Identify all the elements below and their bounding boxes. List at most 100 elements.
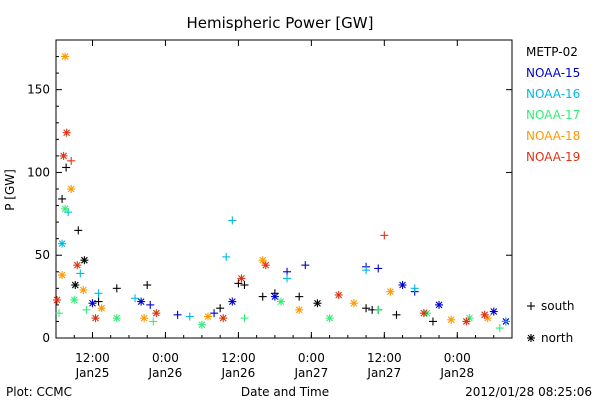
north-point <box>137 297 146 306</box>
south-point <box>362 304 371 313</box>
legend-entry: NOAA-19 <box>526 150 580 164</box>
north-point <box>71 281 80 290</box>
x-tick-date-label: Jan27 <box>293 366 328 380</box>
y-axis-ticks: 0 50 100 150 <box>27 39 512 345</box>
x-axis-ticks: 12:00Jan250:00Jan2612:00Jan260:00Jan2712… <box>55 40 513 380</box>
north-point <box>313 299 322 308</box>
north-point <box>386 287 395 296</box>
x-tick-time-label: 12:00 <box>75 351 110 365</box>
x-tick-date-label: Jan26 <box>221 366 256 380</box>
y-tick-label: 50 <box>35 248 50 262</box>
north-point <box>204 312 212 321</box>
south-point <box>76 269 85 278</box>
south-point <box>210 309 219 318</box>
y-axis-label: P [GW] <box>3 169 17 211</box>
x-axis-label: Date and Time <box>241 385 329 399</box>
north-point <box>219 314 228 323</box>
north-point <box>97 304 106 313</box>
north-point <box>91 314 100 323</box>
plot-frame <box>55 39 513 339</box>
south-point <box>131 294 140 303</box>
north-point <box>80 256 89 265</box>
south-point <box>240 314 249 323</box>
north-point <box>261 261 270 270</box>
north-point <box>270 292 279 301</box>
y-tick-label: 150 <box>27 83 50 97</box>
north-point <box>59 151 68 160</box>
north-point <box>237 274 246 283</box>
north-point <box>419 309 428 318</box>
south-point <box>362 266 371 275</box>
north-point <box>435 300 444 309</box>
north-point <box>58 239 67 248</box>
footer-timestamp: 2012/01/28 08:25:06 <box>465 385 592 399</box>
north-point <box>228 297 237 306</box>
south-point <box>185 312 194 321</box>
north-point <box>112 314 121 323</box>
legend-south-marker <box>527 302 535 310</box>
south-point <box>380 231 389 240</box>
north-point <box>398 281 407 290</box>
x-tick-time-label: 0:00 <box>298 351 325 365</box>
north-point <box>62 128 71 137</box>
north-point <box>325 314 334 323</box>
x-tick-date-label: Jan27 <box>366 366 401 380</box>
legend-south-label: south <box>541 299 575 313</box>
x-tick-time-label: 12:00 <box>367 351 402 365</box>
south-point <box>240 281 249 290</box>
south-point <box>216 304 225 313</box>
north-point <box>53 295 62 304</box>
north-point <box>462 317 471 326</box>
legend: METP-02 NOAA-15 NOAA-16 NOAA-17 NOAA-18 NOAA-… <box>526 45 580 345</box>
south-point <box>82 305 91 314</box>
north-point <box>480 310 489 319</box>
legend-entry: NOAA-15 <box>526 66 580 80</box>
south-point <box>228 216 237 225</box>
x-tick-time-label: 12:00 <box>221 351 256 365</box>
south-point <box>55 309 64 318</box>
south-point <box>283 274 292 283</box>
south-point <box>374 264 383 273</box>
south-point <box>146 300 155 309</box>
north-point <box>140 314 149 323</box>
north-point <box>67 185 76 193</box>
x-tick-date-label: Jan26 <box>148 366 183 380</box>
north-point <box>61 204 70 213</box>
north-point <box>334 290 343 299</box>
south-point <box>501 317 510 326</box>
south-point <box>94 297 103 306</box>
north-point <box>152 309 161 318</box>
south-point <box>94 289 103 298</box>
north-point <box>79 285 88 294</box>
footer-source: Plot: CCMC <box>6 385 72 399</box>
x-tick-time-label: 0:00 <box>152 351 179 365</box>
south-point <box>149 317 158 326</box>
south-point <box>410 284 419 293</box>
north-point <box>489 307 498 316</box>
south-point <box>495 324 504 333</box>
north-point <box>447 315 456 324</box>
x-tick-time-label: 0:00 <box>444 351 471 365</box>
y-tick-label: 100 <box>27 165 50 179</box>
chart-title: Hemispheric Power [GW] <box>187 14 374 32</box>
south-point <box>374 305 383 314</box>
south-point <box>62 163 71 172</box>
legend-north-label: north <box>541 331 573 345</box>
south-point <box>258 292 267 301</box>
legend-entry: NOAA-18 <box>526 129 580 143</box>
south-point <box>392 310 401 319</box>
north-point <box>295 305 304 314</box>
x-tick-date-label: Jan25 <box>75 366 110 380</box>
north-point <box>349 299 358 308</box>
south-point <box>112 284 121 293</box>
south-point <box>173 310 182 319</box>
south-point <box>428 317 437 326</box>
north-point <box>88 299 97 308</box>
north-point <box>197 320 206 329</box>
north-point <box>70 295 79 304</box>
legend-entry: NOAA-17 <box>526 108 580 122</box>
legend-entry: NOAA-16 <box>526 87 580 101</box>
x-tick-date-label: Jan28 <box>439 366 474 380</box>
legend-entry: METP-02 <box>526 45 578 59</box>
